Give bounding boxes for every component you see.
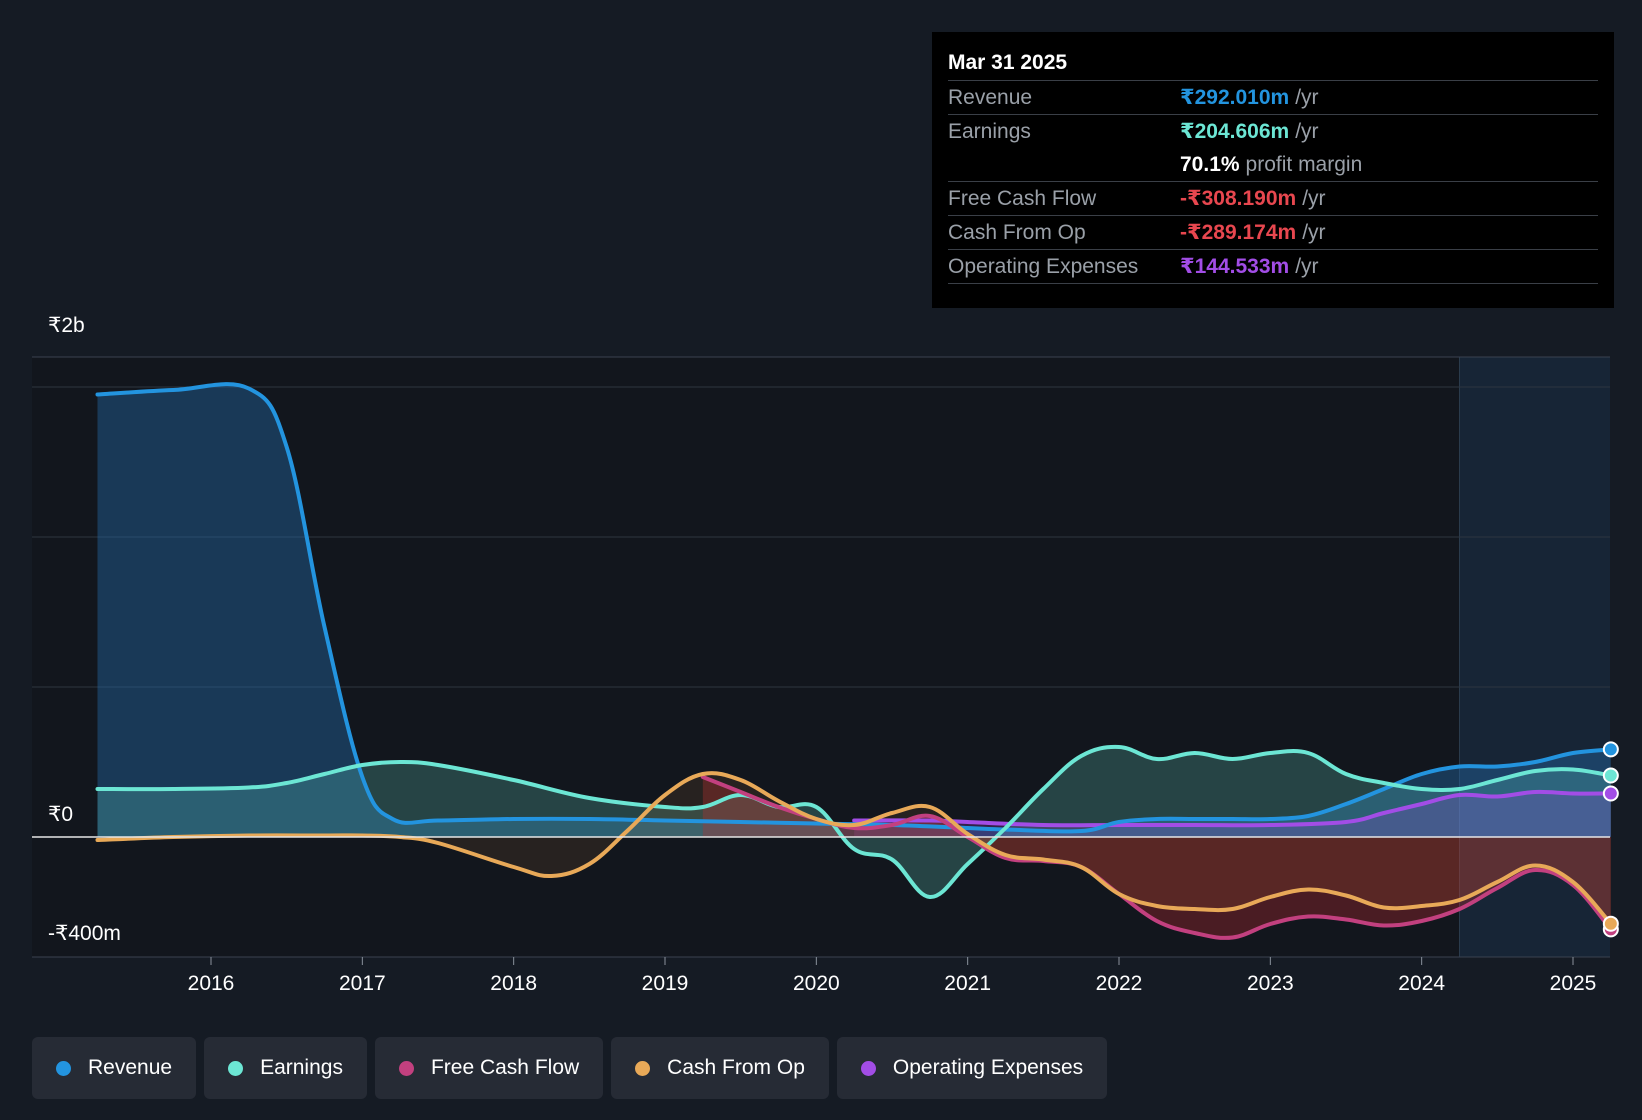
x-tick-label: 2017 [339, 972, 386, 995]
y-tick-label: ₹0 [48, 803, 73, 826]
x-tick-label: 2016 [188, 972, 235, 995]
tooltip-label: Operating Expenses [948, 255, 1139, 278]
legend-label: Operating Expenses [892, 1056, 1084, 1079]
tooltip-value: ₹292.010m [1180, 86, 1290, 109]
tooltip-row-operating-expenses: Operating Expenses ₹144.533m /yr [948, 250, 1598, 284]
endpoint-revenue[interactable] [1602, 741, 1619, 758]
tooltip-label: Free Cash Flow [948, 187, 1097, 210]
x-tick-label: 2025 [1550, 972, 1597, 995]
tooltip-value: -₹289.174m [1180, 221, 1297, 244]
legend-label: Revenue [88, 1056, 173, 1079]
tooltip-date: Mar 31 2025 [948, 46, 1598, 81]
series-lines [95, 382, 1613, 940]
legend-dot-icon [228, 1060, 244, 1076]
legend-label: Free Cash Flow [430, 1056, 580, 1079]
legend-dot-icon [398, 1060, 414, 1076]
x-tick-label: 2018 [490, 972, 537, 995]
legend-item-earnings[interactable]: Earnings [204, 1037, 367, 1099]
tooltip-row-free-cash-flow: Free Cash Flow -₹308.190m /yr [948, 182, 1598, 216]
tooltip-unit: /yr [1295, 86, 1319, 109]
grid [32, 356, 1610, 958]
legend-item-cash-from-op[interactable]: Cash From Op [611, 1037, 829, 1099]
line-earnings [95, 744, 1613, 899]
tooltip-row-revenue: Revenue ₹292.010m /yr [948, 81, 1598, 115]
x-tick-label: 2023 [1247, 972, 1294, 995]
legend: Revenue Earnings Free Cash Flow Cash Fro… [32, 1037, 1108, 1099]
tooltip-unit: /yr [1302, 187, 1326, 210]
x-tick-label: 2020 [793, 972, 840, 995]
tooltip-unit: /yr [1295, 120, 1319, 143]
x-tick-label: 2022 [1096, 972, 1143, 995]
legend-item-free-cash-flow[interactable]: Free Cash Flow [374, 1037, 604, 1099]
tooltip-value: ₹204.606m [1180, 120, 1290, 143]
legend-dot-icon [860, 1060, 876, 1076]
forecast-band [1459, 357, 1610, 957]
legend-dot-icon [635, 1060, 651, 1076]
tooltip-value: 70.1% [1180, 153, 1240, 176]
tooltip-unit: profit margin [1245, 153, 1363, 176]
y-tick-label: ₹2b [48, 314, 85, 337]
x-tick-label: 2024 [1398, 972, 1445, 995]
tooltip-label: Revenue [948, 86, 1033, 109]
legend-item-revenue[interactable]: Revenue [32, 1037, 197, 1099]
endpoint-operating-expenses[interactable] [1602, 785, 1619, 802]
x-tick-label: 2021 [944, 972, 991, 995]
plot-background [32, 357, 1610, 957]
endpoint-cash-from-op[interactable] [1602, 915, 1619, 932]
tooltip-label: Earnings [948, 120, 1031, 143]
x-axis-ticks: 2016 2017 2018 2019 2020 2021 2022 2023 2024 2025 [188, 957, 1597, 995]
tooltip-unit: /yr [1302, 221, 1326, 244]
tooltip-panel: Mar 31 2025 Revenue ₹292.010m /yr Earnin… [932, 32, 1614, 308]
area-earnings [97, 746, 1611, 898]
tooltip-label: Cash From Op [948, 221, 1086, 244]
tooltip-row-cash-from-op: Cash From Op -₹289.174m /yr [948, 216, 1598, 250]
y-tick-label: -₹400m [48, 922, 121, 945]
legend-label: Earnings [260, 1056, 343, 1079]
axes: ₹2b ₹0 -₹400m [32, 314, 1610, 945]
series-endpoints [1602, 741, 1619, 938]
legend-label: Cash From Op [667, 1056, 805, 1079]
tooltip-row-profit-margin: 70.1% profit margin [948, 148, 1598, 182]
x-tick-label: 2019 [642, 972, 689, 995]
tooltip-unit: /yr [1295, 255, 1319, 278]
tooltip-value: ₹144.533m [1180, 255, 1290, 278]
area-revenue [97, 384, 1611, 837]
legend-item-operating-expenses[interactable]: Operating Expenses [836, 1037, 1108, 1099]
legend-dot-icon [56, 1060, 71, 1076]
tooltip-row-earnings: Earnings ₹204.606m /yr [948, 115, 1598, 148]
area-cash-from-op [97, 773, 1611, 924]
line-cash-from-op [95, 771, 1613, 926]
tooltip-value: -₹308.190m [1180, 187, 1297, 210]
forecast-region [32, 357, 1610, 957]
line-free-cash-flow [700, 775, 1613, 940]
line-revenue [95, 382, 1613, 834]
line-operating-expenses [852, 789, 1613, 828]
endpoint-earnings[interactable] [1602, 767, 1619, 784]
